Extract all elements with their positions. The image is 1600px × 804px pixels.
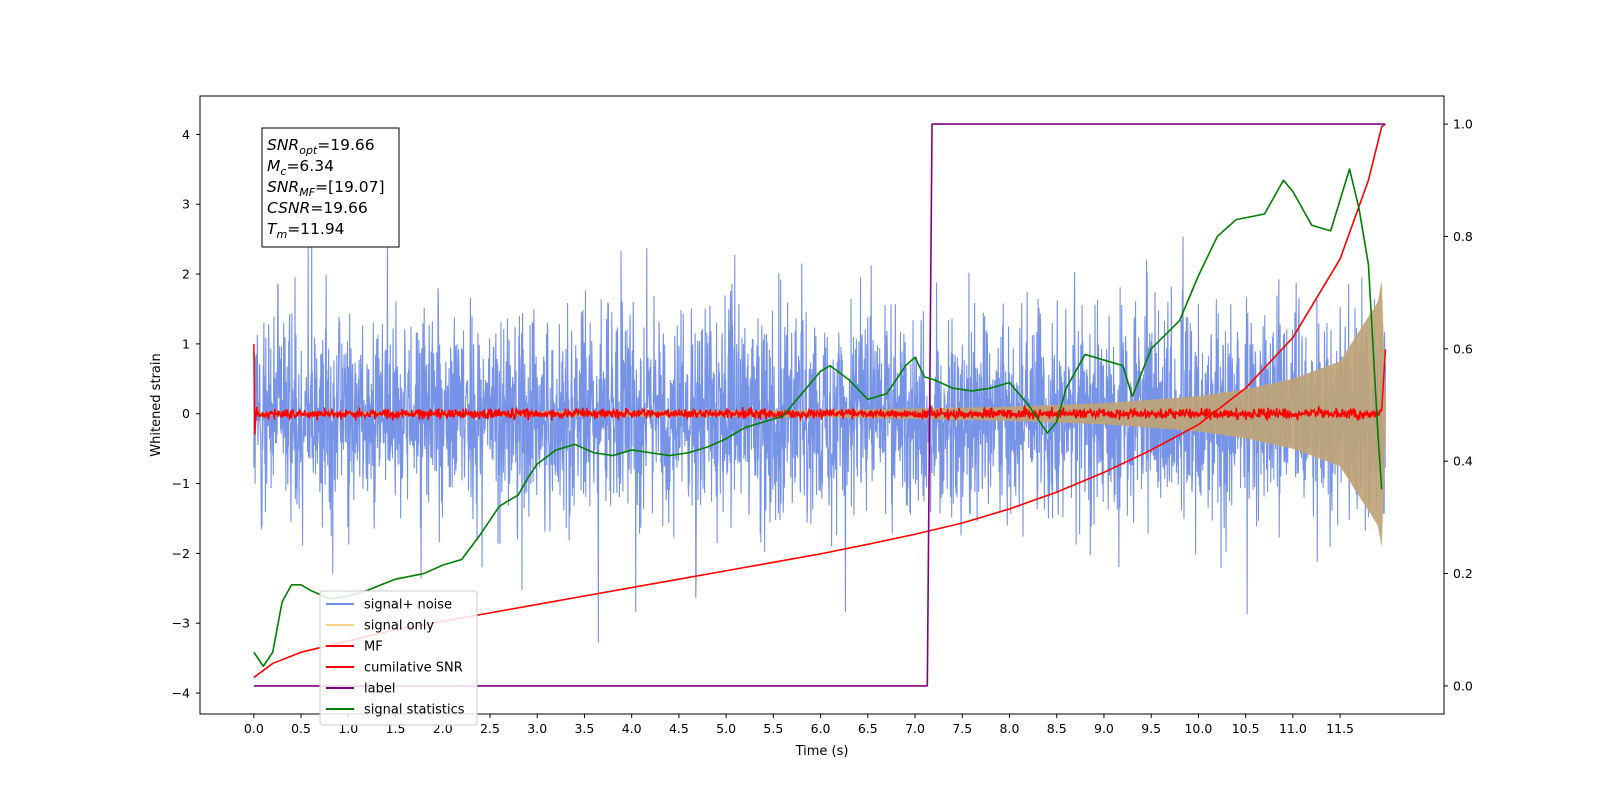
x-tick-label: 0.0	[244, 721, 264, 736]
series-signal-statistics-line	[253, 168, 1383, 668]
x-tick-label: 4.5	[669, 721, 689, 736]
x-tick-label: 6.0	[811, 721, 831, 736]
stats-line: SNRMF=[19.07]	[267, 178, 385, 199]
y-right-tick-label: 0.8	[1453, 229, 1473, 244]
y-right-tick-label: 0.2	[1453, 566, 1473, 581]
x-tick-label: 9.0	[1094, 721, 1114, 736]
y-left-tick-label: 3	[182, 197, 190, 212]
x-axis-label: Time (s)	[795, 744, 849, 759]
x-tick-label: 2.5	[480, 721, 500, 736]
x-tick-label: 3.0	[527, 721, 547, 736]
legend-entry: label	[326, 682, 395, 697]
y-left-tick-label: 1	[182, 336, 190, 351]
x-tick-label: 10.0	[1184, 721, 1212, 736]
x-tick-label: 8.5	[1047, 721, 1067, 736]
plot-frame	[199, 95, 1445, 715]
legend-label: signal statistics	[364, 703, 465, 718]
y-right-tick-label: 1.0	[1453, 117, 1473, 132]
y-left-tick-label: 0	[182, 406, 190, 421]
stats-line: CSNR=19.66	[267, 199, 368, 217]
x-tick-label: 8.0	[1000, 721, 1020, 736]
y-right-tick-label: 0.0	[1453, 678, 1473, 693]
stats-annotation-box: SNRopt=19.66Mc=6.34SNRMF=[19.07]CSNR=19.…	[261, 127, 400, 248]
legend: signal+ noise signal only MF cumilative SNR…	[319, 590, 478, 726]
legend-label: signal only	[364, 619, 434, 634]
y-left-tick-label: 4	[182, 127, 190, 142]
legend-entry: signal statistics	[326, 703, 465, 718]
y-right-tick-label: 0.4	[1453, 454, 1473, 469]
x-tick-label: 5.0	[716, 721, 736, 736]
x-tick-label: 3.5	[574, 721, 594, 736]
legend-entry: cumilative SNR	[326, 661, 463, 676]
x-tick-label: 7.0	[905, 721, 925, 736]
y-left-tick-label: −2	[172, 546, 190, 561]
legend-label: signal+ noise	[364, 598, 452, 613]
legend-frame	[319, 590, 478, 726]
series-label-line	[253, 123, 1386, 687]
x-tick-label: 11.0	[1279, 721, 1307, 736]
y-left-tick-label: −3	[172, 616, 190, 631]
legend-entry: signal only	[326, 619, 434, 634]
stats-line: Mc=6.34	[267, 157, 334, 178]
legend-entry: signal+ noise	[326, 598, 452, 613]
legend-entry: MF	[326, 640, 383, 655]
stats-line: Tm=11.94	[267, 220, 345, 241]
legend-label: MF	[364, 640, 383, 655]
legend-label: cumilative SNR	[364, 661, 463, 676]
x-tick-label: 11.5	[1326, 721, 1354, 736]
y-right-tick-label: 0.6	[1453, 341, 1473, 356]
x-tick-label: 7.5	[952, 721, 972, 736]
stats-box-frame	[261, 127, 400, 248]
x-tick-label: 5.5	[763, 721, 783, 736]
x-tick-label: 10.5	[1232, 721, 1260, 736]
y-axis-left: −4 −3 −2 −1 0 1 2 3 4	[172, 127, 200, 701]
y-axis-label: Whitened strain	[149, 353, 164, 456]
y-left-tick-label: −4	[172, 686, 190, 701]
y-left-tick-label: −1	[172, 476, 190, 491]
y-left-tick-label: 2	[182, 267, 190, 282]
x-tick-label: 4.0	[622, 721, 642, 736]
series-mf-line	[253, 343, 1387, 435]
x-tick-label: 6.5	[858, 721, 878, 736]
y-axis-right: 0.0 0.2 0.4 0.6 0.8 1.0	[1444, 117, 1473, 693]
legend-label: label	[364, 682, 395, 697]
x-tick-label: 9.5	[1141, 721, 1161, 736]
stats-line: SNRopt=19.66	[267, 136, 375, 157]
x-tick-label: 0.5	[291, 721, 311, 736]
